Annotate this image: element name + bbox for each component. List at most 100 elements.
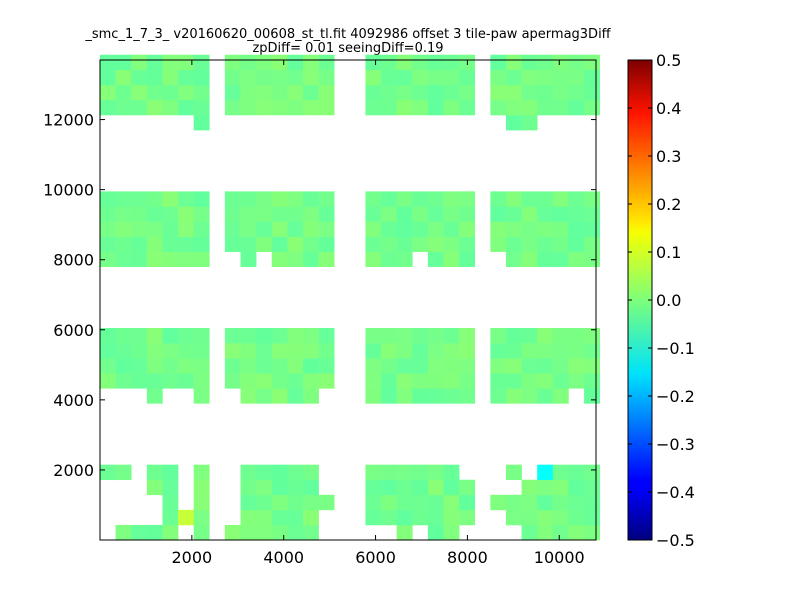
heatmap-cell [115,343,132,359]
heatmap-cell [100,221,116,237]
heatmap-cell [459,69,476,86]
heatmap-cell [381,206,397,222]
heatmap-cell [427,358,444,374]
heatmap-cell [537,221,554,237]
heatmap-cell [568,509,585,526]
heatmap-cell [256,84,273,101]
heatmap-cell [584,494,600,511]
heatmap-cell [224,191,241,207]
heatmap-cell [178,251,194,268]
heatmap-cell [100,328,116,344]
heatmap-cell [302,494,319,511]
heatmap-cell [318,221,335,237]
heatmap-cell [146,524,163,541]
heatmap-cell [396,99,413,116]
heatmap-cell [287,479,304,496]
heatmap-cell [193,524,210,541]
heatmap-cell [521,358,538,374]
heatmap-cell [365,343,382,359]
heatmap-cell [396,464,413,481]
heatmap-cell [459,251,476,268]
heatmap-cell [584,358,600,374]
x-tick-label: 8000 [447,548,488,567]
heatmap-cell [162,221,179,237]
heatmap-cell [412,373,429,389]
heatmap-cell [193,221,210,237]
heatmap-cell [568,206,585,222]
heatmap-cell [162,84,179,101]
heatmap-cell [146,373,163,389]
heatmap-cell [100,236,116,252]
heatmap-cell [224,54,241,71]
heatmap-cell [537,69,554,86]
heatmap-cell [224,328,241,344]
heatmap-cell [443,328,460,344]
heatmap-cell [318,206,335,222]
heatmap-cell [256,99,273,116]
heatmap-cell [552,84,569,101]
heatmap-cell [115,54,132,71]
heatmap-cell [490,54,507,71]
heatmap-cell [193,206,210,222]
heatmap-cell [287,494,304,511]
heatmap-cell [584,54,600,71]
heatmap-cell [552,221,569,237]
heatmap-cell [584,464,600,481]
heatmap-cell [224,84,241,101]
heatmap-cell [318,54,335,71]
colorbar-tick-label: 0.2 [656,195,681,214]
heatmap-cell [271,69,288,86]
heatmap-cell [490,388,507,404]
heatmap-cell [365,84,382,101]
heatmap-cell [521,206,538,222]
heatmap-cell [505,99,522,116]
heatmap-cell [412,343,429,359]
heatmap-cell [302,373,319,389]
heatmap-cell [396,221,413,237]
heatmap-cell [443,84,460,101]
heatmap-cell [505,358,522,374]
heatmap-cell [193,464,210,481]
heatmap-cell [584,388,600,404]
heatmap-cell [146,388,163,404]
heatmap-cell [271,251,288,268]
heatmap-cell [100,206,116,222]
heatmap-cell [256,509,273,526]
heatmap-cell [552,251,569,268]
heatmap-cell [193,509,210,526]
heatmap-cell [365,99,382,116]
heatmap-cell [552,464,569,481]
heatmap-cell [459,388,476,404]
heatmap-cell [537,524,554,541]
heatmap-cell [412,236,429,252]
heatmap-cell [552,69,569,86]
heatmap-cell [552,388,569,404]
heatmap-cell [537,84,554,101]
heatmap-cell [193,69,210,86]
heatmap-cell [412,479,429,496]
heatmap-cell [396,509,413,526]
heatmap-cell [240,373,257,389]
heatmap-cell [162,328,179,344]
x-tick-label: 10000 [534,548,585,567]
heatmap-cell [365,373,382,389]
heatmap-cell [521,343,538,359]
x-axis: 2000 4000 6000 8000 10000 [171,60,585,567]
heatmap-cell [396,54,413,71]
heatmap-cell [256,464,273,481]
heatmap-cell [302,221,319,237]
heatmap-cell [381,343,397,359]
heatmap-cell [365,191,382,207]
heatmap-cell [302,509,319,526]
heatmap-cell [412,221,429,237]
heatmap-cell [256,479,273,496]
heatmap-cell [552,343,569,359]
heatmap-cell [459,191,476,207]
heatmap-cell [162,206,179,222]
heatmap-cell [490,328,507,344]
heatmap-cell [521,524,538,541]
heatmap-cell [193,99,210,116]
heatmap-cell [162,494,179,511]
heatmap-cell [459,373,476,389]
